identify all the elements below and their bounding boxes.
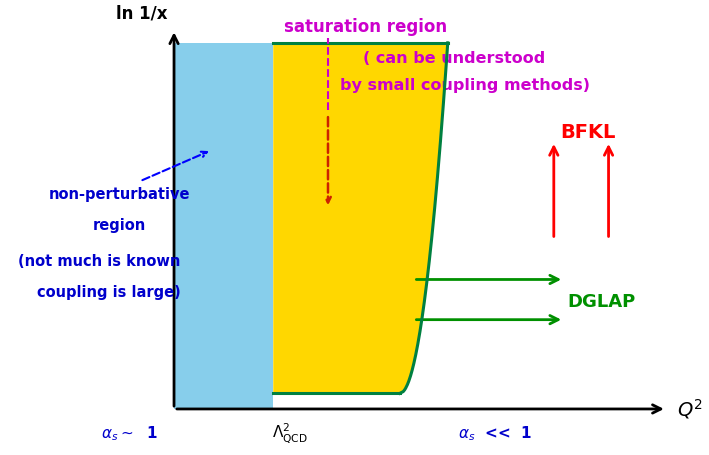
Text: $\alpha_s \sim$  1: $\alpha_s \sim$ 1 [101,424,158,443]
Text: BFKL: BFKL [560,123,615,142]
Text: saturation region: saturation region [284,18,447,36]
Text: (not much is known: (not much is known [18,254,180,269]
Text: $\alpha_s$  <<  1: $\alpha_s$ << 1 [459,424,533,443]
Text: $Q^2$: $Q^2$ [677,397,703,421]
Polygon shape [273,43,448,393]
Text: $\Lambda^2_{\rm QCD}$: $\Lambda^2_{\rm QCD}$ [272,422,308,445]
Text: coupling is large): coupling is large) [37,285,181,300]
Text: by small coupling methods): by small coupling methods) [340,78,590,93]
Polygon shape [174,43,273,409]
Text: ( can be understood: ( can be understood [364,51,546,66]
Text: ln 1/x: ln 1/x [116,5,167,23]
Text: non-perturbative: non-perturbative [48,187,190,202]
Text: DGLAP: DGLAP [568,293,636,311]
Text: region: region [93,218,146,233]
